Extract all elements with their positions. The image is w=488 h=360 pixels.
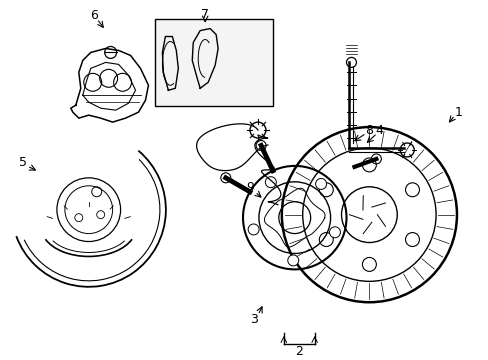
Text: 9: 9	[245, 181, 253, 194]
Text: 2: 2	[294, 345, 302, 357]
Text: 7: 7	[201, 8, 209, 21]
Circle shape	[315, 179, 326, 189]
Circle shape	[247, 224, 259, 235]
Circle shape	[329, 227, 340, 238]
Circle shape	[265, 177, 276, 188]
Circle shape	[287, 255, 298, 266]
Text: 8: 8	[365, 123, 373, 136]
Bar	[155, 19, 272, 106]
Text: 1: 1	[454, 105, 462, 119]
Text: 6: 6	[90, 9, 98, 22]
Text: 4: 4	[375, 123, 383, 136]
Text: 5: 5	[19, 156, 27, 170]
Text: 3: 3	[249, 312, 257, 326]
